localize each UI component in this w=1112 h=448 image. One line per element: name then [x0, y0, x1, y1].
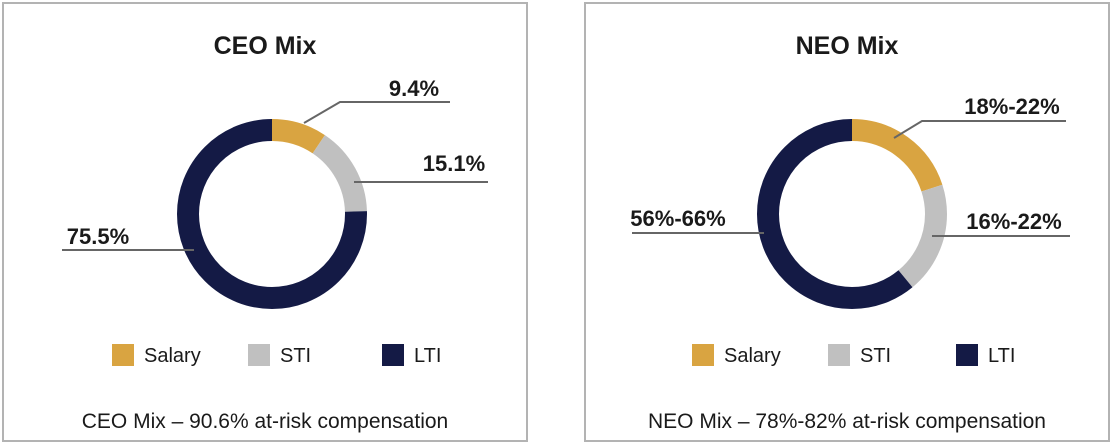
legend-label-sti: STI: [280, 345, 311, 367]
data-label-salary: 9.4%: [389, 76, 439, 101]
legend-label-sti: STI: [860, 345, 891, 367]
leader-line-salary: [303, 101, 450, 124]
ceo-mix-panel: CEO Mix 9.4% 15.1% 75.5% Salary STI LTI CEO M…: [2, 2, 528, 442]
ceo-caption: CEO Mix – 90.6% at-risk compensation: [81, 410, 449, 433]
legend-swatch-sti: [248, 344, 270, 366]
data-label-lti: 75.5%: [67, 224, 129, 249]
data-label-sti: 15.1%: [423, 151, 485, 176]
neo-chart-title: NEO Mix: [795, 32, 899, 60]
ceo-donut-chart: 9.4% 15.1% 75.5% Salary STI LTI: [62, 76, 488, 367]
legend-swatch-salary: [112, 344, 134, 366]
neo-donut-chart: 18%-22% 16%-22% 56%-66% Salary STI LTI: [630, 94, 1070, 367]
data-label-sti: 16%-22%: [966, 209, 1061, 234]
neo-mix-panel: NEO Mix 18%-22% 16%-22% 56%-66% Salary STI LT…: [584, 2, 1110, 442]
legend-label-lti: LTI: [414, 345, 441, 367]
slice-lti: [177, 119, 367, 309]
slice-lti: [757, 119, 947, 309]
legend-swatch-lti: [382, 344, 404, 366]
legend-label-lti: LTI: [988, 345, 1015, 367]
leader-line-salary: [893, 120, 1066, 139]
legend-swatch-sti: [828, 344, 850, 366]
slice-sti: [757, 119, 947, 309]
data-label-lti: 56%-66%: [630, 206, 725, 231]
legend-swatch-salary: [692, 344, 714, 366]
ceo-chart-title: CEO Mix: [213, 32, 317, 60]
legend-swatch-lti: [956, 344, 978, 366]
legend-label-salary: Salary: [724, 345, 781, 367]
legend-label-salary: Salary: [144, 345, 201, 367]
neo-caption: NEO Mix – 78%-82% at-risk compensation: [648, 410, 1046, 433]
data-label-salary: 18%-22%: [964, 94, 1059, 119]
